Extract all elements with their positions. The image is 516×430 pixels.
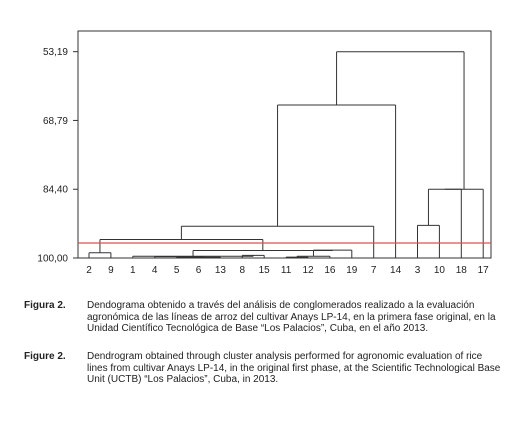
caption-text-english: Dendrogram obtained through cluster anal… (87, 351, 501, 386)
leaf-label: 5 (174, 265, 180, 276)
leaf-label: 17 (478, 265, 490, 276)
plot-frame (77, 30, 492, 259)
leaf-label: 10 (434, 265, 446, 276)
dendrogram-figure: 53,19 68,79 84,40 100,00 2 9 1 4 5 6 13 8 15 11 12 16 1… (37, 30, 492, 276)
leaf-label: 2 (86, 265, 92, 276)
y-tick-label: 53,19 (43, 47, 68, 58)
leaf-label: 8 (240, 265, 246, 276)
y-tick-label: 100,00 (37, 254, 68, 265)
leaf-label: 18 (456, 265, 468, 276)
leaf-label: 1 (130, 265, 136, 276)
leaf-label: 13 (215, 265, 227, 276)
leaf-label: 15 (259, 265, 271, 276)
leaf-label: 3 (415, 265, 421, 276)
caption-text-spanish: Dendograma obtenido a través del análisi… (87, 300, 496, 335)
y-tick-label: 84,40 (43, 185, 68, 196)
leaf-label: 4 (152, 265, 158, 276)
leaf-label: 11 (281, 265, 292, 276)
leaf-label: 19 (346, 265, 358, 276)
leaf-label: 14 (390, 265, 402, 276)
leaf-label: 12 (302, 265, 314, 276)
leaf-label: 9 (108, 265, 114, 276)
caption-label-spanish: Figura 2. (24, 300, 66, 311)
leaf-label: 16 (324, 265, 336, 276)
caption-label-english: Figure 2. (24, 351, 66, 362)
y-tick-label: 68,79 (43, 116, 68, 127)
leaf-label: 6 (196, 265, 202, 276)
leaf-label: 7 (371, 265, 377, 276)
